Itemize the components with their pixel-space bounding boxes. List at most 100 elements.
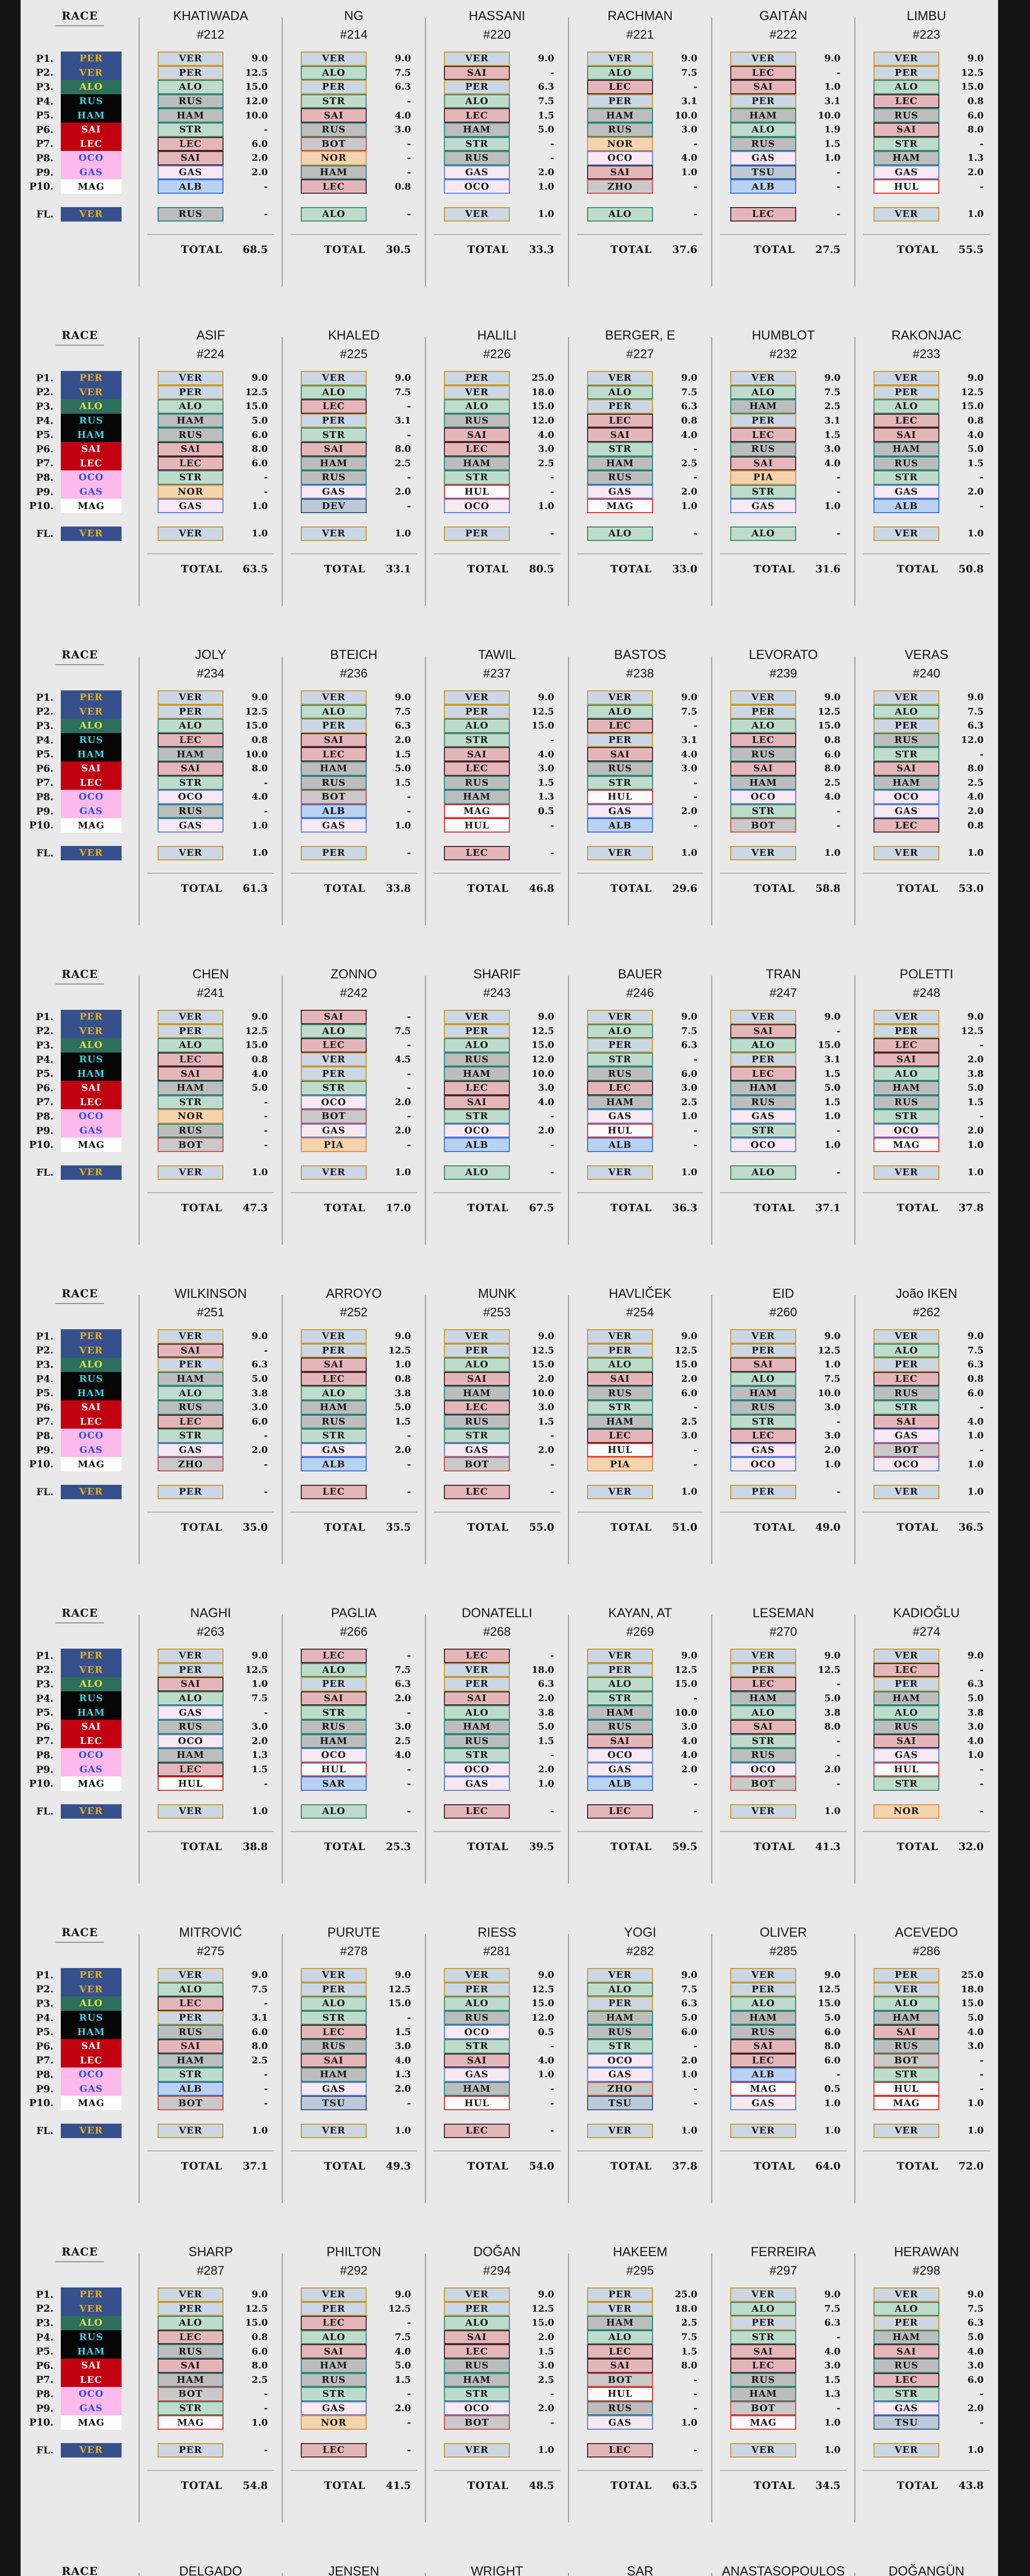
total-label: TOTAL [467, 1201, 509, 1214]
points-value: 5.0 [681, 2012, 697, 2024]
race-result-row: P10. MAG [21, 1776, 139, 1791]
prediction-row: VER 9.0 [282, 52, 425, 66]
points-value: 8.0 [251, 2360, 268, 2371]
points-value: 15.0 [818, 1040, 840, 1051]
fastest-lap-driver-chip: VER [444, 2443, 510, 2458]
points-value: 9.0 [251, 53, 268, 64]
prediction-row: STR - [569, 442, 712, 456]
position-label: P8. [36, 791, 54, 803]
total-value: 38.8 [243, 1840, 268, 1853]
fastest-lap-points-value: - [407, 209, 411, 220]
prediction-row: SAI 2.0 [282, 1691, 425, 1706]
points-value: 1.0 [538, 2069, 554, 2080]
position-label: P5. [36, 2026, 54, 2038]
fastest-lap-prediction-row: NOR - [855, 1804, 998, 1819]
driver-chip: PIA [730, 470, 796, 485]
total-value: 33.1 [386, 562, 411, 575]
fastest-lap-prediction-row: VER 1.0 [139, 526, 282, 541]
prediction-row: ALO 7.5 [712, 2301, 855, 2316]
driver-chip: ALO [873, 1066, 939, 1081]
driver-chip: LEC [158, 137, 224, 151]
prediction-row: PER 12.5 [855, 1024, 998, 1039]
points-value: 0.8 [394, 181, 411, 192]
driver-chip: ALB [158, 179, 224, 194]
driver-chip: RUS [873, 733, 939, 748]
driver-chip: HAM [730, 108, 796, 123]
prediction-row: VER 9.0 [569, 52, 712, 66]
points-value: 1.0 [681, 2069, 697, 2080]
race-result-row: P3. ALO [21, 1677, 139, 1691]
race-result-row: P3. ALO [21, 1358, 139, 1372]
driver-chip: RUS [587, 1719, 653, 1734]
prediction-row: GAS 1.0 [712, 1109, 855, 1124]
total-label: TOTAL [324, 562, 366, 575]
total-row: TOTAL 80.5 [425, 563, 569, 575]
total-value: 37.8 [958, 1201, 984, 1214]
points-value: - [980, 1664, 984, 1675]
driver-chip: ALO [873, 1343, 939, 1358]
prediction-row: ALO 15.0 [712, 719, 855, 733]
points-value: 7.5 [824, 386, 840, 398]
total-label: TOTAL [467, 562, 509, 575]
points-value: 4.5 [394, 1054, 411, 1065]
points-value: 12.5 [531, 1025, 554, 1037]
driver-chip: GAS [873, 804, 939, 819]
total-divider [863, 872, 990, 874]
prediction-row: STR - [282, 94, 425, 109]
result-driver-chip: ALO [61, 1677, 122, 1691]
prediction-row: SAI - [139, 1343, 282, 1358]
position-label: P3. [36, 2317, 54, 2329]
fastest-lap-prediction-row: VER 1.0 [855, 526, 998, 541]
fastest-lap-prediction-row: ALO - [569, 207, 712, 222]
driver-chip: LEC [444, 108, 510, 123]
player-name: EID [772, 1286, 794, 1301]
fastest-lap-prediction-row: LEC - [282, 2443, 425, 2458]
driver-chip: SAI [730, 1719, 796, 1734]
points-value: 2.0 [394, 1445, 411, 1456]
prediction-row: VER 9.0 [569, 1649, 712, 1663]
prediction-row: HAM 5.0 [855, 1691, 998, 1706]
prediction-row: ALO 7.5 [569, 704, 712, 719]
points-value: 0.8 [394, 1374, 411, 1385]
driver-chip: STR [873, 747, 939, 761]
prediction-row: LEC 6.0 [139, 456, 282, 471]
points-value: 6.0 [681, 1387, 697, 1399]
driver-chip: ALO [587, 1358, 653, 1372]
prediction-row: RUS - [139, 804, 282, 819]
driver-chip: PER [587, 733, 653, 748]
player-number: #222 [769, 28, 797, 42]
driver-chip: RUS [587, 2025, 653, 2039]
prediction-row: GAS 2.0 [282, 1123, 425, 1138]
prediction-row: ALO 15.0 [425, 1038, 569, 1053]
prediction-row: VER 9.0 [569, 1010, 712, 1024]
prediction-row: SAI 8.0 [855, 761, 998, 776]
race-result-row: P10. MAG [21, 1138, 139, 1152]
driver-chip: HAM [158, 413, 224, 428]
points-value: 3.0 [538, 763, 554, 774]
prediction-row: SAI - [425, 65, 569, 80]
total-divider [577, 2150, 703, 2151]
driver-chip: HAM [301, 1734, 367, 1749]
driver-chip: STR [444, 470, 510, 485]
driver-chip: ALO [301, 1663, 367, 1677]
points-value: 9.0 [681, 692, 697, 703]
fastest-lap-points-value: 1.0 [681, 1167, 697, 1178]
race-header-wrap: RACE [21, 2244, 139, 2287]
player-name: VERAS [904, 648, 949, 662]
prediction-row: RUS 6.0 [139, 2025, 282, 2039]
fastest-lap-driver-chip: RUS [158, 207, 224, 222]
player-column: CHEN #241 VER 9.0 PER 12.5 ALO 15.0 LEC 0.8 SAI 4.0… [139, 958, 282, 1278]
points-value: - [550, 2417, 554, 2428]
driver-chip: BOT [730, 1776, 796, 1791]
points-value: 15.0 [961, 1998, 984, 2009]
driver-chip: SAI [301, 733, 367, 748]
driver-chip: PER [158, 385, 224, 400]
driver-chip: NOR [587, 137, 653, 151]
fastest-lap-driver-chip: LEC [301, 2443, 367, 2458]
driver-chip: STR [301, 94, 367, 109]
points-value: 10.0 [818, 110, 840, 121]
fastest-lap-points-value: 1.0 [967, 2445, 984, 2456]
position-label: P10. [29, 500, 54, 512]
player-name: KHATIWADA [173, 9, 248, 23]
driver-chip: LEC [873, 2372, 939, 2387]
